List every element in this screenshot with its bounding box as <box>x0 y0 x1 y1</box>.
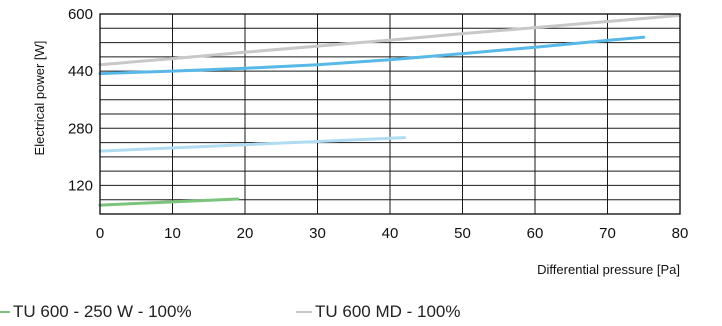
series-layer <box>98 13 682 207</box>
x-tick-label-70: 70 <box>599 225 616 242</box>
x-tick-label-40: 40 <box>382 225 399 242</box>
tick-labels: 0 10 20 30 40 50 60 70 80 120 280 440 600 <box>68 6 688 242</box>
series-line-2 <box>98 136 406 153</box>
series-line-3 <box>98 197 240 207</box>
legend-label-tu-600-250w: TU 600 - 250 W - 100% <box>13 302 192 321</box>
legend-swatch-gray <box>296 311 312 313</box>
series-line-0 <box>98 13 682 67</box>
y-tick-label-280: 280 <box>68 120 93 137</box>
grid-layer <box>100 14 680 214</box>
x-tick-label-50: 50 <box>454 225 471 242</box>
x-tick-label-80: 80 <box>672 225 689 242</box>
x-tick-label-60: 60 <box>527 225 544 242</box>
legend-swatch-green <box>0 311 10 313</box>
y-tick-label-600: 600 <box>68 6 93 23</box>
x-tick-label-10: 10 <box>164 225 181 242</box>
y-axis-title: Electrical power [W] <box>32 41 47 156</box>
legend-item-tu-600-250w: TU 600 - 250 W - 100% <box>0 302 192 322</box>
legend-label-tu-600-md: TU 600 MD - 100% <box>315 302 461 321</box>
y-tick-label-440: 440 <box>68 63 93 80</box>
x-tick-label-20: 20 <box>237 225 254 242</box>
legend: TU 600 - 250 W - 100% TU 600 MD - 100% <box>0 302 722 326</box>
plot-frame <box>99 13 681 215</box>
x-axis-title: Differential pressure [Pa] <box>537 262 680 277</box>
series-line-1 <box>98 35 646 76</box>
y-tick-label-120: 120 <box>68 177 93 194</box>
plot-border <box>99 13 681 215</box>
x-tick-label-0: 0 <box>96 225 104 242</box>
x-tick-label-30: 30 <box>309 225 326 242</box>
legend-item-tu-600-md: TU 600 MD - 100% <box>296 302 461 322</box>
chart: 0 10 20 30 40 50 60 70 80 120 280 440 600 Electrical… <box>32 6 688 277</box>
